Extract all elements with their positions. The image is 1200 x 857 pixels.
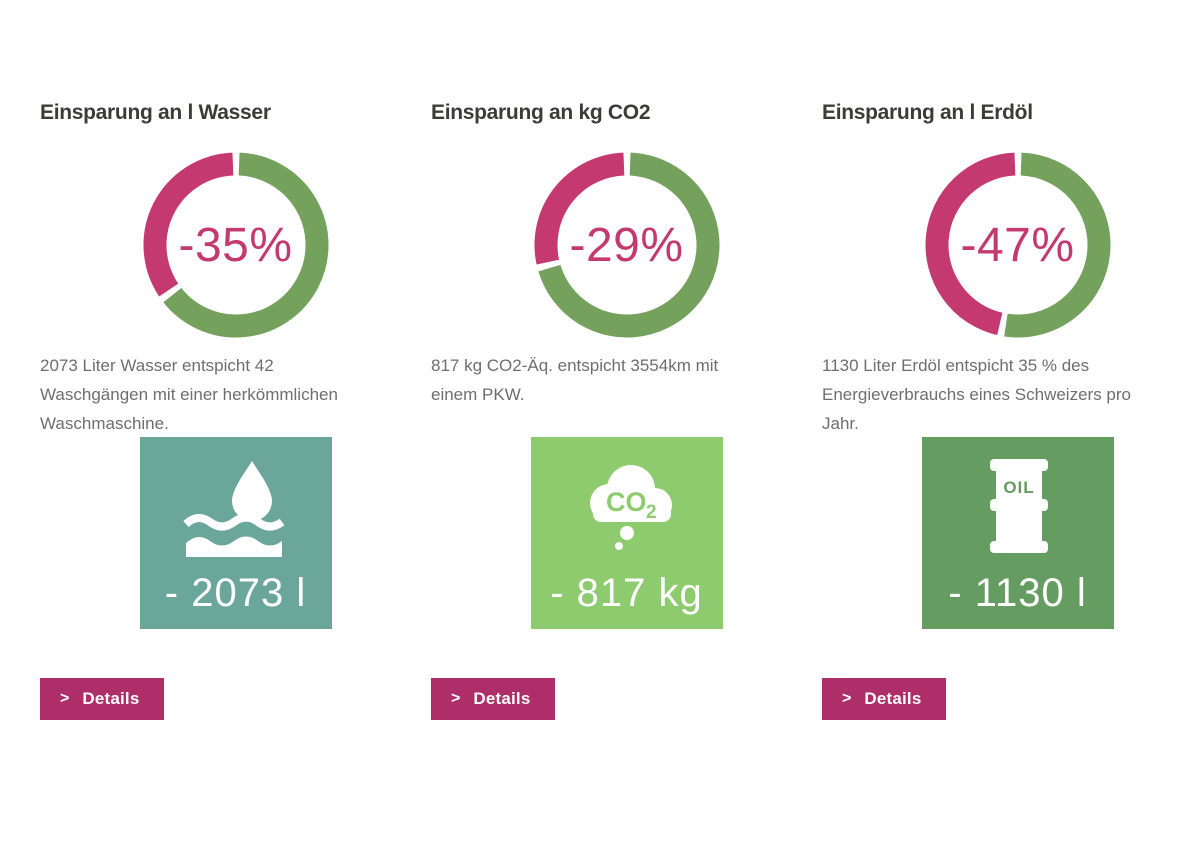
description-wasser: 2073 Liter Wasser entspicht 42 Waschgäng…: [40, 356, 338, 433]
column-heading-erdoel: Einsparung an l Erdöl: [822, 101, 1033, 124]
details-button-wasser[interactable]: > Details: [40, 678, 164, 720]
co2-cloud-icon: CO 2: [589, 465, 672, 550]
chevron-right-icon: >: [60, 689, 70, 707]
description-co2: 817 kg CO2-Äq. entspicht 3554km mit eine…: [431, 356, 719, 404]
water-drop-icon: [182, 461, 284, 557]
details-button-label: Details: [473, 688, 531, 708]
tile-co2: CO 2 - 817 kg: [530, 437, 723, 629]
details-button-label: Details: [82, 688, 140, 708]
donut-ring: [534, 152, 719, 338]
donut-percent-label: -47%: [960, 218, 1075, 272]
column-heading-wasser: Einsparung an l Wasser: [40, 101, 271, 124]
chevron-right-icon: >: [842, 689, 852, 707]
column-erdoel: Einsparung an l Erdöl -47% 1130 Liter Er…: [822, 100, 1200, 720]
column-heading-co2: Einsparung an kg CO2: [431, 101, 651, 124]
donut-ring: [925, 152, 1110, 338]
donut-chart-co2: -29%: [534, 152, 720, 338]
donut-chart-wasser: -35%: [143, 152, 329, 338]
donut-ring: [143, 152, 328, 338]
oil-icon-text: OIL: [1003, 478, 1034, 497]
tile-value-erdoel: - 1130 l: [948, 571, 1087, 615]
details-button-erdoel[interactable]: > Details: [822, 678, 946, 720]
co2-icon-subscript: 2: [646, 502, 657, 523]
tile-wasser: - 2073 l: [139, 437, 332, 629]
chevron-right-icon: >: [451, 689, 461, 707]
oil-barrel-icon: OIL: [989, 459, 1048, 553]
column-wasser: Einsparung an l Wasser -35% 2073 Liter W…: [40, 100, 431, 720]
donut-percent-label: -35%: [178, 218, 293, 272]
donut-percent-label: -29%: [569, 218, 684, 272]
details-button-label: Details: [864, 688, 922, 708]
donut-chart-erdoel: -47%: [925, 152, 1111, 338]
description-erdoel: 1130 Liter Erdöl entspicht 35 % des Ener…: [822, 356, 1131, 433]
co2-icon-text: CO: [606, 487, 647, 517]
tile-erdoel: OIL - 1130 l: [921, 437, 1114, 629]
column-co2: Einsparung an kg CO2 -29% 817 kg CO2-Äq.…: [431, 100, 822, 720]
tile-value-wasser: - 2073 l: [164, 571, 307, 615]
tile-value-co2: - 817 kg: [550, 571, 703, 615]
details-button-co2[interactable]: > Details: [431, 678, 555, 720]
savings-dashboard: Einsparung an l Wasser -35% 2073 Liter W…: [40, 100, 1200, 720]
